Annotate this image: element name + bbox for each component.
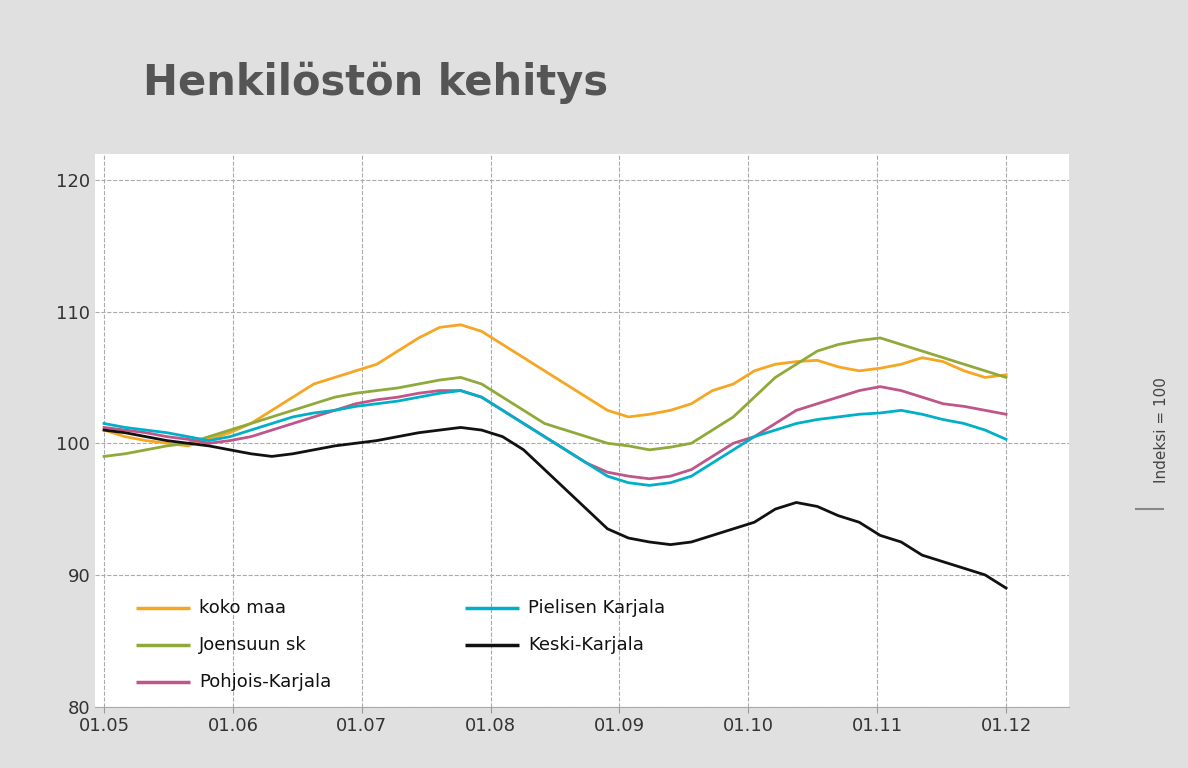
Text: koko maa: koko maa <box>198 599 286 617</box>
Text: Indeksi = 100: Indeksi = 100 <box>1155 377 1169 483</box>
Text: Pielisen Karjala: Pielisen Karjala <box>527 599 665 617</box>
Text: Henkilöstön kehitys: Henkilöstön kehitys <box>143 61 608 104</box>
Text: Pohjois-Karjala: Pohjois-Karjala <box>198 673 331 690</box>
Text: Keski-Karjala: Keski-Karjala <box>527 636 644 654</box>
Text: Joensuun sk: Joensuun sk <box>198 636 307 654</box>
